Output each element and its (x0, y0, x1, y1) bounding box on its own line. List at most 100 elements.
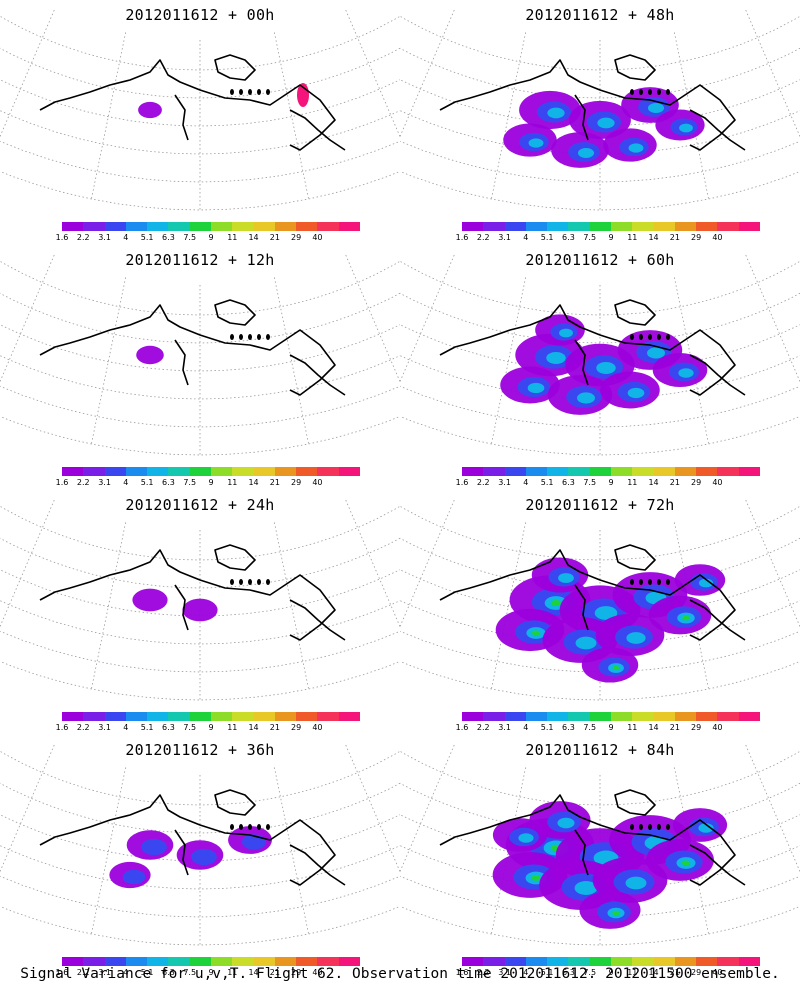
colorbar-segment (210, 467, 233, 476)
colorbar-segment (104, 467, 126, 476)
colorbar-segment (189, 712, 211, 721)
colorbar-segment (317, 712, 339, 721)
colorbar-tick-label: 29 (691, 968, 702, 977)
colorbar-tick-label: 2.2 (76, 723, 90, 732)
colorbar-tick-label: 6.3 (562, 233, 575, 242)
map-plot (0, 9, 400, 211)
colorbar-tick-label: 7.5 (183, 968, 197, 977)
colorbar-tick-label: 11 (227, 968, 238, 977)
coastline (439, 544, 746, 641)
colorbar-tick-label: 5.1 (540, 478, 554, 487)
colorbar-segment (125, 712, 148, 721)
colorbar-segment (147, 712, 169, 721)
colorbar-segment (168, 712, 190, 721)
colorbar-segment (504, 222, 526, 231)
colorbar-tick-label: 29 (691, 478, 702, 487)
colorbar-segment (653, 467, 675, 476)
coastline (439, 54, 746, 151)
colorbar-tick-label: 4 (123, 233, 129, 242)
colorbar-tick-label: 11 (227, 478, 238, 487)
colorbar-segment (462, 222, 484, 231)
colorbar-segment (125, 467, 148, 476)
colorbar-tick-label: 14 (248, 723, 259, 732)
colorbar-segment (83, 957, 105, 966)
colorbar-tick-label: 9 (208, 968, 214, 977)
colorbar-labels: 1.6 2.2 3.1 4 5.1 6.3 7.5 9 11 14 21 29 40 (456, 478, 760, 488)
colorbar-segment (125, 222, 148, 231)
colorbar-segment (653, 222, 675, 231)
colorbar-segment (317, 222, 339, 231)
colorbar-segment (504, 957, 526, 966)
colorbar-segment (568, 222, 590, 231)
coastline (39, 299, 346, 396)
colorbar-tick-label: 21 (269, 968, 280, 977)
colorbar-segment (253, 957, 275, 966)
colorbar-tick-label: 1.6 (455, 233, 469, 242)
colorbar-segment (610, 712, 633, 721)
colorbar-segment (462, 957, 484, 966)
colorbar-tick-label: 29 (291, 723, 302, 732)
colorbar-segment (296, 467, 318, 476)
map-plot (0, 499, 400, 701)
colorbar (462, 222, 760, 231)
colorbar-segment (738, 467, 760, 476)
variance-field (492, 801, 728, 929)
colorbar-segment (696, 712, 718, 721)
colorbar-tick-label: 5.1 (140, 968, 154, 977)
colorbar-segment (317, 467, 339, 476)
colorbar-tick-label: 9 (608, 968, 614, 977)
colorbar-segment (674, 957, 697, 966)
colorbar-segment (462, 712, 484, 721)
panel-title: 2012011612 + 60h (525, 251, 675, 269)
coastline (439, 299, 746, 396)
colorbar-tick-label: 11 (627, 478, 638, 487)
colorbar-segment (274, 712, 297, 721)
colorbar-segment (338, 712, 360, 721)
colorbar-segment (274, 222, 297, 231)
map-panel: 2012011612 + 48h 1.6 2.2 3.1 4 5.1 6.3 7.5 9 11 14… (400, 0, 800, 242)
panel-title: 2012011612 + 48h (525, 6, 675, 24)
colorbar-tick-label: 40 (712, 233, 723, 242)
colorbar-segment (189, 957, 211, 966)
colorbar-tick-label: 14 (248, 478, 259, 487)
colorbar-segment (210, 712, 233, 721)
colorbar-segment (738, 957, 760, 966)
variance-field (138, 83, 309, 119)
colorbar-tick-label: 7.5 (183, 233, 197, 242)
colorbar-tick-label: 29 (691, 233, 702, 242)
colorbar-tick-label: 40 (712, 478, 723, 487)
colorbar-tick-label: 11 (227, 233, 238, 242)
colorbar-tick-label: 40 (312, 233, 323, 242)
variance-field (503, 87, 705, 168)
colorbar-tick-label: 3.1 (498, 478, 511, 487)
colorbar-segment (525, 957, 548, 966)
colorbar-segment (589, 467, 611, 476)
colorbar-segment (104, 712, 126, 721)
colorbar-tick-label: 2.2 (76, 233, 90, 242)
panel-title: 2012011612 + 24h (125, 496, 275, 514)
colorbar-tick-label: 21 (669, 968, 680, 977)
colorbar-tick-label: 2.2 (476, 968, 490, 977)
panel-title: 2012011612 + 12h (125, 251, 275, 269)
colorbar-tick-label: 7.5 (183, 723, 197, 732)
variance-field (500, 314, 708, 415)
colorbar-segment (168, 957, 190, 966)
colorbar-tick-label: 14 (248, 233, 259, 242)
colorbar-segment (338, 467, 360, 476)
colorbar-tick-label: 2.2 (476, 478, 490, 487)
colorbar-tick-label: 1.6 (55, 723, 69, 732)
colorbar-segment (589, 957, 611, 966)
colorbar-tick-label: 14 (248, 968, 259, 977)
map-panel: 2012011612 + 00h 1.6 2.2 3.1 4 5.1 6.3 7.5 9 11 14… (0, 0, 400, 242)
colorbar-segment (62, 957, 84, 966)
colorbar-tick-label: 2.2 (476, 723, 490, 732)
map-panel: 2012011612 + 72h 1.6 2.2 3.1 4 5.1 6.3 7.5 9 11 14… (400, 490, 800, 732)
colorbar-tick-label: 3.1 (98, 968, 111, 977)
graticule (0, 9, 400, 211)
map-plot (400, 9, 800, 211)
colorbar-tick-label: 5.1 (540, 968, 554, 977)
colorbar-segment (62, 467, 84, 476)
coastline (39, 544, 346, 641)
panel-title: 2012011612 + 72h (525, 496, 675, 514)
colorbar-segment (296, 957, 318, 966)
